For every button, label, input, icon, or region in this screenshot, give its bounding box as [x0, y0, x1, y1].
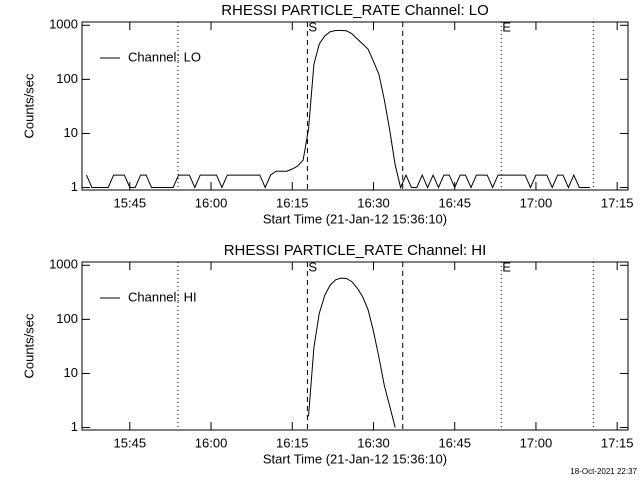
plot-frame — [81, 261, 629, 431]
x-tick-label: 16:00 — [195, 435, 228, 450]
x-tick-label: 17:15 — [601, 435, 634, 450]
x-tick-label: 16:15 — [276, 195, 309, 210]
plot-frame — [81, 21, 629, 191]
y-axis-label: Counts/sec — [21, 313, 36, 379]
y-tick-label: 1000 — [49, 17, 78, 32]
x-tick-label: 16:30 — [357, 435, 390, 450]
y-tick-label: 1 — [71, 179, 78, 194]
x-tick-label: 16:15 — [276, 435, 309, 450]
x-tick-label: 15:45 — [114, 435, 147, 450]
data-line — [308, 277, 396, 428]
x-tick-label: 16:30 — [357, 195, 390, 210]
legend-label: Channel: LO — [128, 49, 201, 64]
legend-label: Channel: HI — [128, 289, 197, 304]
footer: 18-Oct-2021 22:37 — [570, 467, 637, 476]
x-tick-label: 16:45 — [438, 195, 471, 210]
data-line — [86, 30, 591, 190]
x-tick-label: 17:00 — [520, 435, 553, 450]
x-tick-label: 17:15 — [601, 195, 634, 210]
y-axis-label: Counts/sec — [21, 73, 36, 139]
x-axis-label: Start Time (21-Jan-12 15:36:10) — [263, 211, 447, 226]
annotation: S — [308, 19, 317, 34]
x-tick-label: 16:45 — [438, 435, 471, 450]
annotation: S — [308, 259, 317, 274]
y-tick-label: 10 — [64, 125, 78, 140]
chart-title: RHESSI PARTICLE_RATE Channel: HI — [224, 242, 487, 259]
y-tick-label: 10 — [64, 365, 78, 380]
x-axis-label: Start Time (21-Jan-12 15:36:10) — [263, 451, 447, 466]
y-tick-label: 1 — [71, 419, 78, 434]
y-tick-label: 1000 — [49, 257, 78, 272]
annotation: E — [502, 19, 511, 34]
x-tick-label: 15:45 — [114, 195, 147, 210]
x-tick-label: 17:00 — [520, 195, 553, 210]
y-tick-label: 100 — [56, 71, 78, 86]
annotation: E — [502, 259, 511, 274]
chart-title: RHESSI PARTICLE_RATE Channel: LO — [221, 2, 489, 19]
x-tick-label: 16:00 — [195, 195, 228, 210]
y-tick-label: 100 — [56, 311, 78, 326]
